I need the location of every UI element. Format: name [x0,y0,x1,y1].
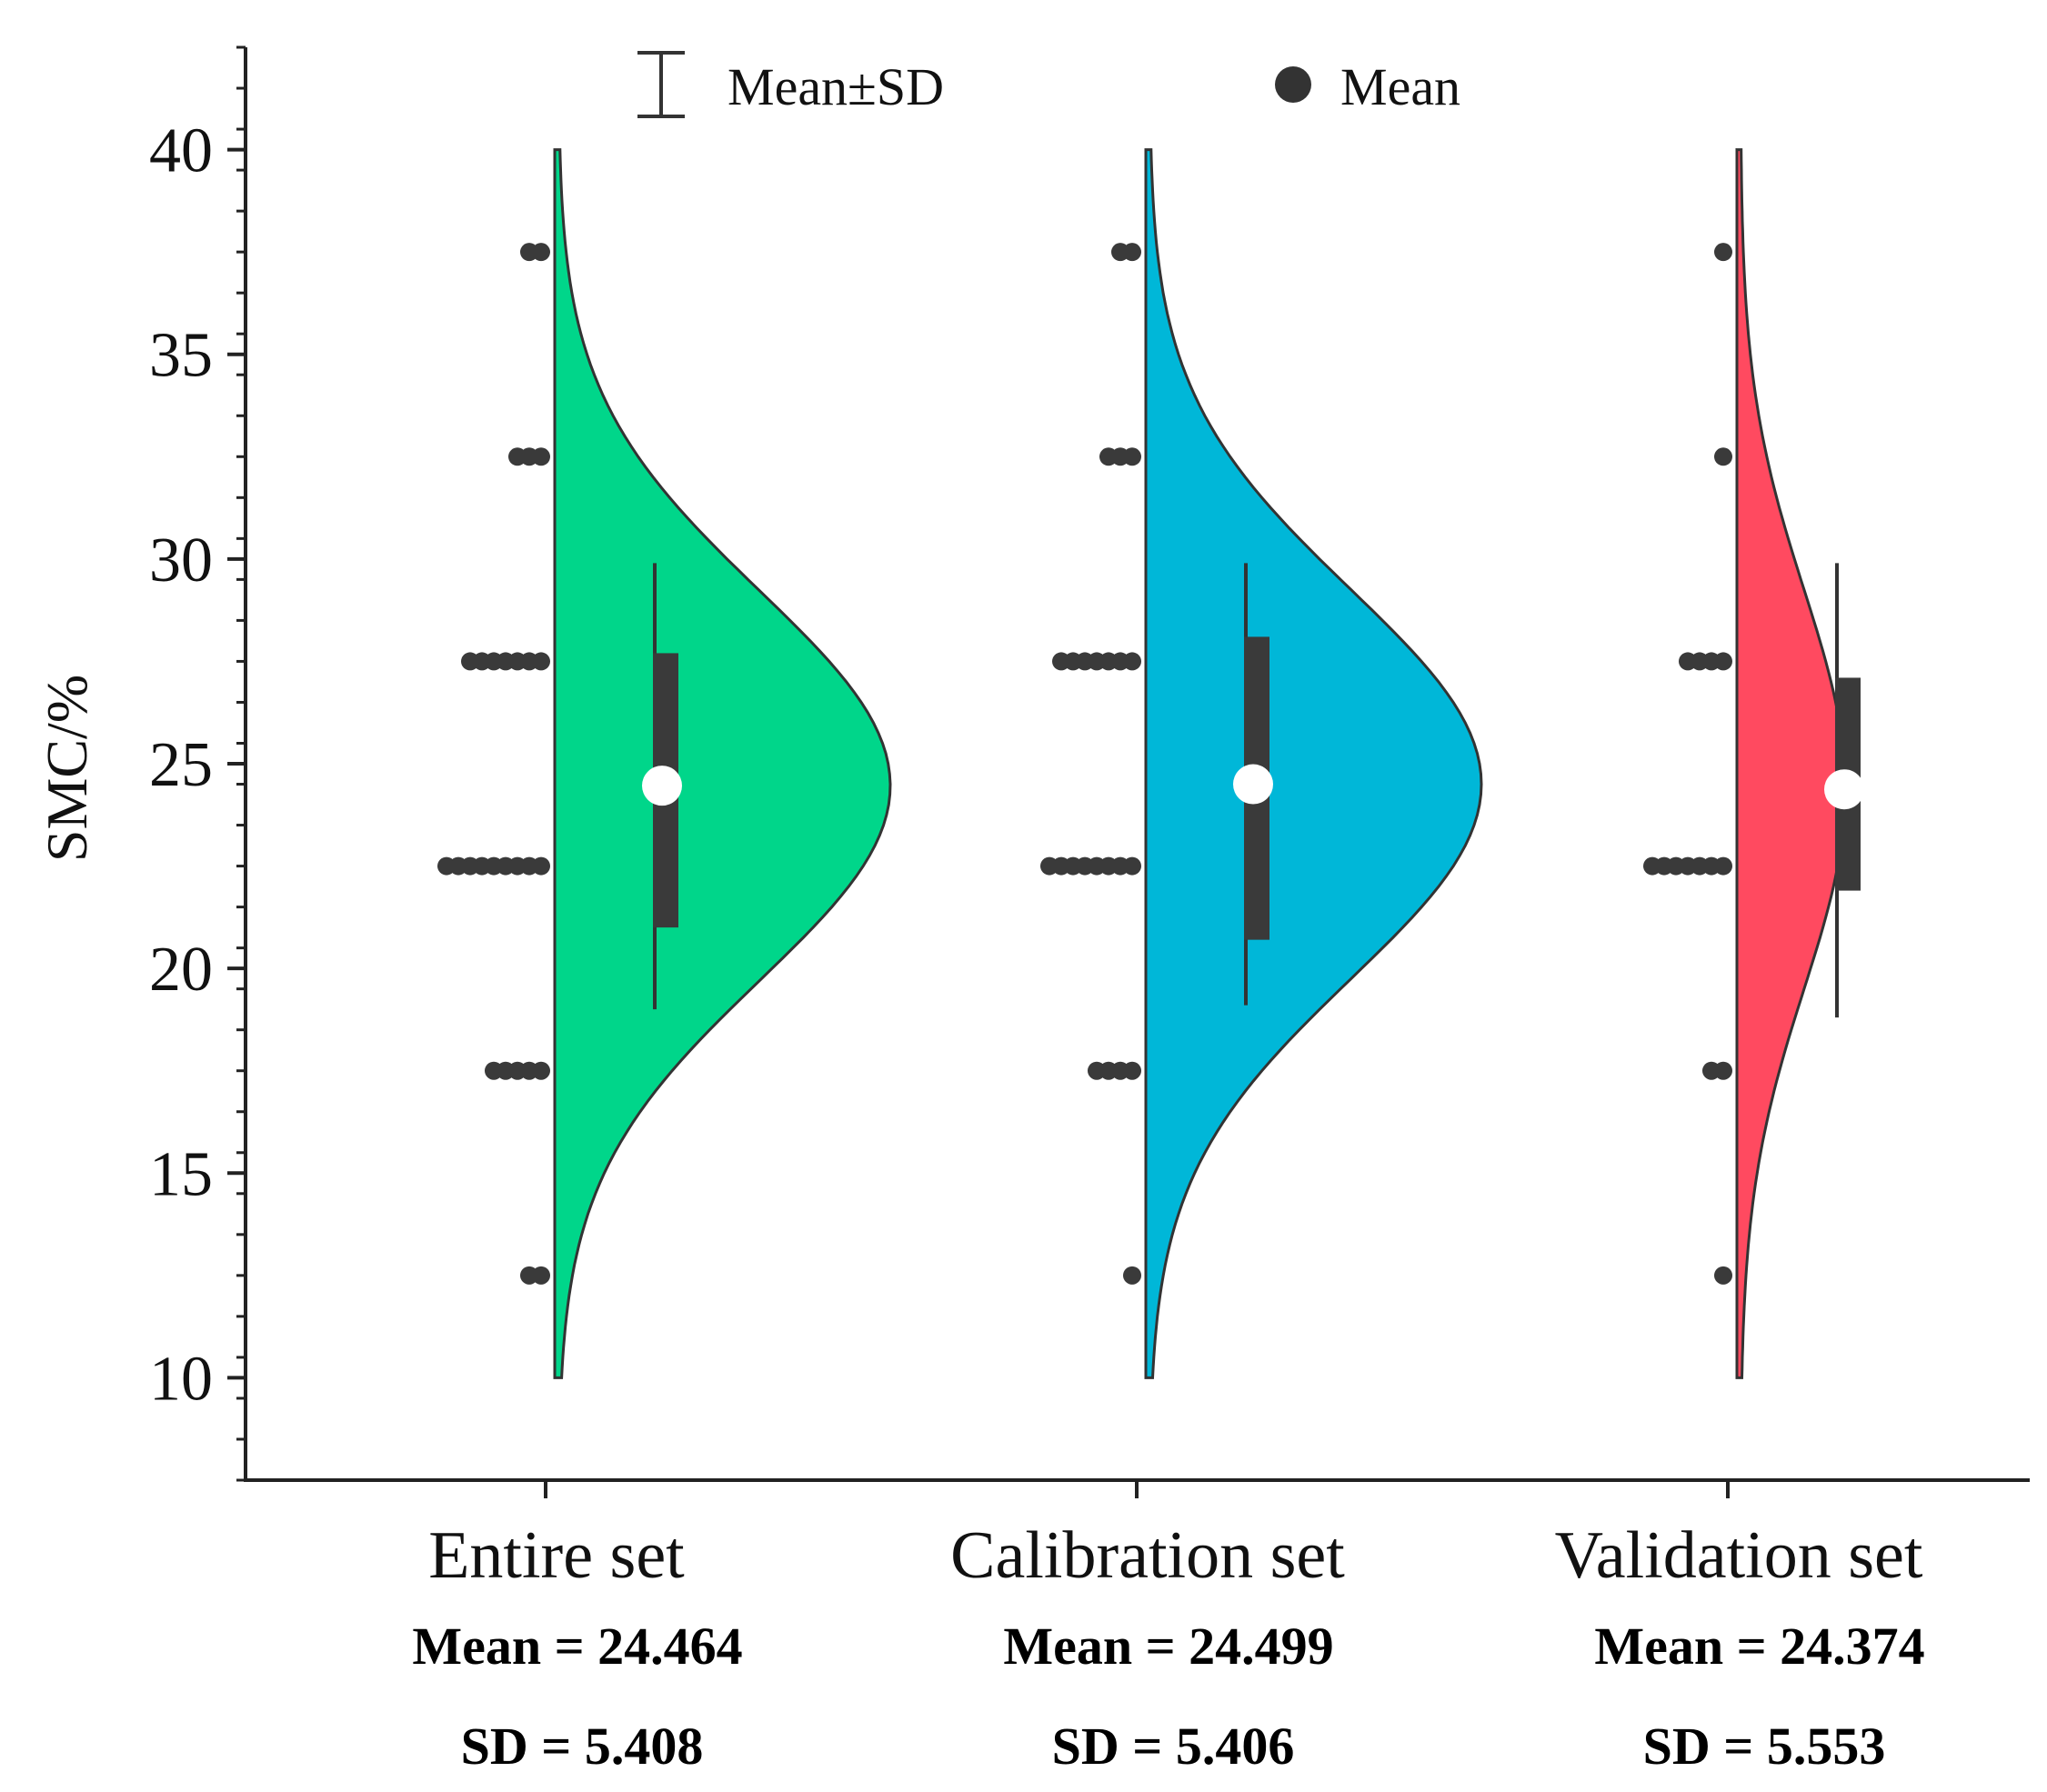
data-dot [1099,447,1118,466]
data-dot [1714,447,1732,466]
data-dot [520,243,538,262]
data-dot [1702,1061,1721,1080]
violin-group [437,148,892,1379]
legend-item-error-bar: Mean±SD [637,51,944,118]
sd-stat-label: SD = 5.408 [461,1717,704,1776]
y-tick-label: 35 [149,321,213,391]
axes: SMC/% [35,47,2030,1482]
violin-group [1040,148,1483,1379]
mean-dot [1233,764,1273,805]
category-label: Entire set [428,1518,685,1593]
data-dot [1052,652,1070,671]
legend-item-dot: Mean [1275,57,1460,116]
category-label: Calibration set [950,1518,1345,1593]
mean-dot [642,766,682,806]
y-ticks: 10 15 20 25 30 35 40 [149,45,246,1482]
data-dot [1088,1061,1106,1080]
data-dot [485,1061,503,1080]
violin-body [553,148,892,1379]
x-labels: Entire set Mean = 24.464 SD = 5.408 Calibra… [412,1480,1925,1776]
data-dot [1714,243,1732,262]
data-dot [1679,652,1697,671]
y-tick-label: 25 [149,730,213,800]
mean-stat-label: Mean = 24.374 [1594,1617,1924,1676]
category-label: Validation set [1555,1518,1923,1593]
data-dot [1643,856,1661,876]
legend: Mean±SD Mean [637,51,1460,118]
sd-stat-label: SD = 5.553 [1643,1717,1886,1776]
legend-label-mean: Mean [1340,57,1460,116]
y-tick-label: 10 [149,1344,213,1414]
legend-label-mean-sd: Mean±SD [727,57,944,116]
data-dot [1040,856,1059,876]
data-dot [508,447,527,466]
mean-dot [1824,769,1864,810]
legend-dot-icon [1275,66,1311,103]
mean-stat-label: Mean = 24.499 [1003,1617,1333,1676]
violin-group [1643,148,1864,1379]
data-dot [437,856,456,876]
data-dot [461,652,479,671]
y-tick-label: 15 [149,1139,213,1209]
data-dot [520,1266,538,1285]
y-tick-label: 30 [149,526,213,596]
sd-stat-label: SD = 5.406 [1052,1717,1295,1776]
data-dot [1111,243,1129,262]
y-tick-label: 40 [149,116,213,186]
violins [437,148,1864,1379]
data-dot [1123,1266,1141,1285]
data-dot [1714,1266,1732,1285]
y-axis-label: SMC/% [35,675,99,862]
violin-body [1144,148,1483,1379]
mean-stat-label: Mean = 24.464 [412,1617,742,1676]
violin-body [1735,148,1847,1379]
y-tick-label: 20 [149,935,213,1005]
